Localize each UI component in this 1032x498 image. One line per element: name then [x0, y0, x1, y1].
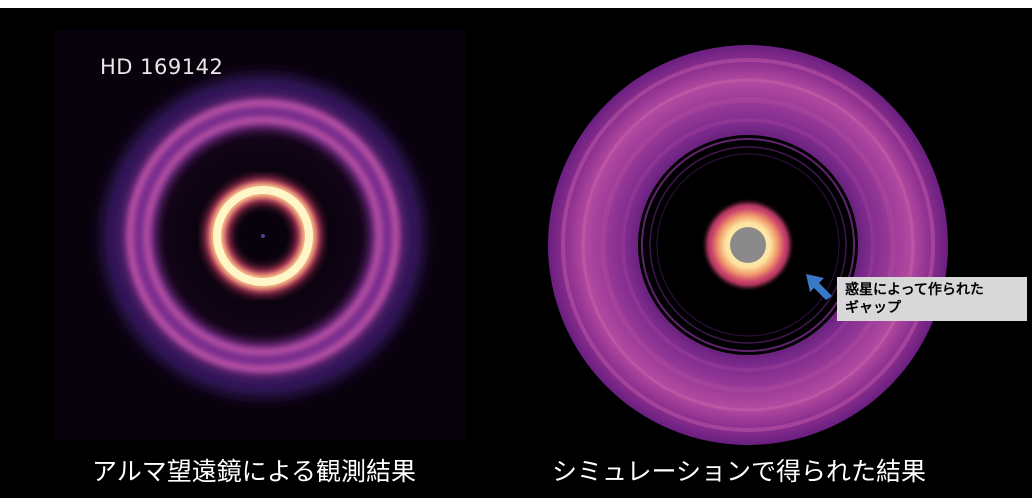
observation-caption: アルマ望遠鏡による観測結果	[92, 457, 417, 486]
simulation-caption: シミュレーションで得られた結果	[552, 457, 927, 486]
central-star	[261, 234, 265, 238]
outer-ring-a	[127, 100, 399, 372]
gap-annotation: 惑星によって作られた ギャップ	[837, 277, 1027, 321]
disk-band-4	[621, 118, 875, 372]
alma-observation-image	[55, 30, 465, 440]
gap-pointer-arrow-icon	[806, 274, 832, 300]
disk-band-1	[561, 58, 935, 432]
central-star-mask	[730, 227, 766, 263]
disk-band-2	[581, 78, 915, 412]
target-name-label: HD 169142	[100, 55, 224, 79]
gap-annotation-line1: 惑星によって作られた	[845, 282, 984, 298]
gap-ring-1	[641, 138, 855, 352]
outer-faint-ring	[104, 77, 422, 395]
outer-ring-base	[122, 95, 404, 377]
gap-ring-3	[656, 153, 840, 337]
gap-ring-2	[649, 146, 847, 344]
disk-band-3	[600, 97, 896, 393]
simulation-image	[548, 45, 948, 445]
gap-annotation-line2: ギャップ	[845, 300, 901, 316]
inner-ring-core	[213, 186, 313, 286]
outer-ring-b	[144, 117, 382, 355]
